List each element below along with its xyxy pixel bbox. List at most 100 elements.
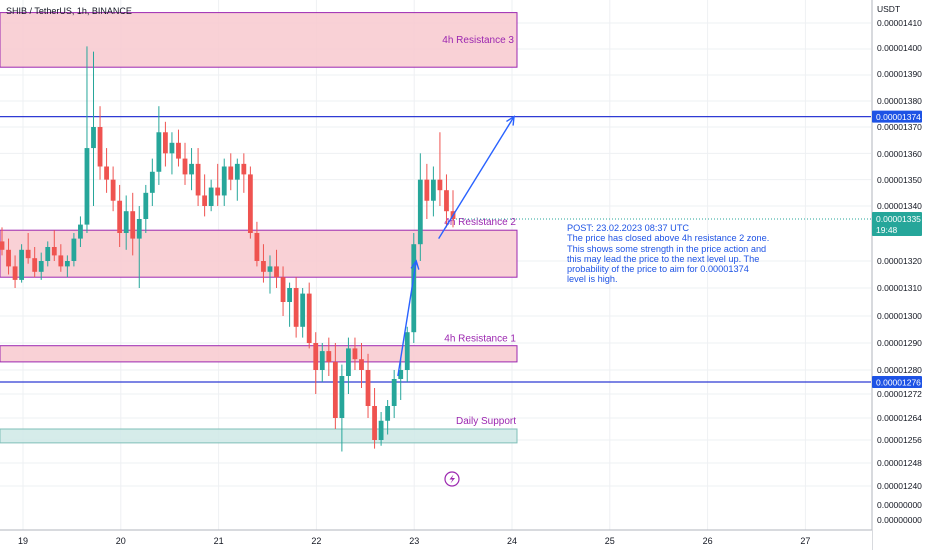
candle <box>339 364 345 452</box>
candle <box>195 148 201 206</box>
candle-body <box>0 241 5 250</box>
candle <box>182 142 188 185</box>
arrow-head[interactable] <box>410 259 420 270</box>
candle-body <box>58 255 64 267</box>
x-tick-label: 19 <box>18 536 28 546</box>
candle <box>359 343 364 388</box>
candle-body <box>352 348 358 360</box>
candle-body <box>117 200 123 233</box>
candle <box>6 238 11 275</box>
candle <box>221 158 227 206</box>
candle <box>261 244 266 283</box>
zone-label: 4h Resistance 3 <box>442 35 514 46</box>
candle <box>64 255 70 278</box>
analysis-note: POST: 23.02.2023 08:37 UTC The price has… <box>567 223 797 285</box>
price-axis[interactable]: 0.00001410 0.00001400 0.00001390 0.00001380… <box>871 0 932 550</box>
candle <box>346 337 351 394</box>
candle-body <box>104 166 109 180</box>
x-tick-label: 23 <box>409 536 419 546</box>
candle-body <box>241 163 247 175</box>
level-price-label: 0.00001276 <box>876 378 921 388</box>
candle <box>189 148 194 191</box>
candle <box>280 266 286 316</box>
candle-body <box>326 351 332 362</box>
projection-arrows[interactable] <box>397 115 515 377</box>
note-line: The price has closed above 4h resistance… <box>567 233 770 244</box>
candle-body <box>71 238 77 261</box>
candle <box>313 332 319 394</box>
last-price-tag[interactable] <box>872 212 922 236</box>
candle-body <box>247 174 253 233</box>
candle-body <box>372 406 377 440</box>
candle-body <box>234 163 240 180</box>
candle-body <box>136 219 142 239</box>
level-price-tag[interactable] <box>872 376 922 388</box>
candle <box>326 337 332 376</box>
y-tick-label: 0.00000000 <box>877 515 922 525</box>
candle-body <box>430 179 436 201</box>
candle-body <box>300 293 306 327</box>
candle <box>372 388 377 449</box>
y-tick-label: 0.00001360 <box>877 149 922 159</box>
x-tick-label: 20 <box>116 536 126 546</box>
candle-body <box>365 370 371 406</box>
candle-body <box>404 332 410 370</box>
zone-box <box>0 345 518 363</box>
candle <box>51 230 57 261</box>
zone-box <box>0 428 518 444</box>
y-tick-label: 0.00001320 <box>877 256 922 266</box>
candle <box>365 353 371 418</box>
candle-body <box>313 343 319 370</box>
candle <box>274 249 279 288</box>
candle-body <box>110 179 116 201</box>
candle <box>78 216 83 247</box>
candle <box>110 166 116 212</box>
zone-label: Daily Support <box>456 416 516 427</box>
y-tick-label: 0.00001256 <box>877 435 922 445</box>
candle <box>123 195 129 250</box>
countdown-label: 19:48 <box>876 225 898 235</box>
y-tick-label: 0.00000000 <box>877 500 922 510</box>
candle <box>58 244 64 272</box>
y-tick-label: 0.00001300 <box>877 311 922 321</box>
x-tick-label: 26 <box>703 536 713 546</box>
candle-body <box>280 277 286 302</box>
arrow-line[interactable] <box>438 116 515 239</box>
last-price-label: 0.00001335 <box>876 214 921 224</box>
candle-body <box>32 258 38 272</box>
arrow-head[interactable] <box>506 115 515 126</box>
candle-body <box>254 233 260 261</box>
candle-body <box>346 348 351 376</box>
arrow-line[interactable] <box>397 260 417 377</box>
horizontal-levels[interactable] <box>0 115 871 383</box>
candle-body <box>182 158 188 175</box>
candle <box>117 184 123 247</box>
candle-body <box>45 247 51 261</box>
y-tick-label: 0.00001390 <box>877 69 922 79</box>
candle <box>247 166 253 239</box>
candle <box>385 400 391 435</box>
x-tick-label: 27 <box>800 536 810 546</box>
zone-label: 4h Resistance 2 <box>444 217 516 228</box>
candle-body <box>51 247 57 256</box>
candle <box>444 174 449 228</box>
y-tick-label: 0.00001410 <box>877 18 922 28</box>
candle-body <box>411 244 417 333</box>
level-price-tag[interactable] <box>872 110 922 123</box>
time-axis[interactable]: 19 20 21 22 23 24 25 26 27 <box>0 529 872 550</box>
candle <box>398 359 404 400</box>
candle-body <box>91 127 96 149</box>
candle-body <box>156 132 162 172</box>
candle <box>84 46 90 233</box>
candle <box>332 343 338 429</box>
candle <box>12 255 18 288</box>
candle-body <box>215 187 221 196</box>
y-tick-label: 0.00001272 <box>877 389 922 399</box>
lightning-icon[interactable] <box>444 471 460 487</box>
symbol-label: SHIB / TetherUS, 1h, BINANCE <box>6 6 132 16</box>
candle-body <box>202 195 208 206</box>
candle <box>267 255 273 294</box>
zone-label: 4h Resistance 1 <box>444 334 516 345</box>
candle-body <box>228 166 234 180</box>
